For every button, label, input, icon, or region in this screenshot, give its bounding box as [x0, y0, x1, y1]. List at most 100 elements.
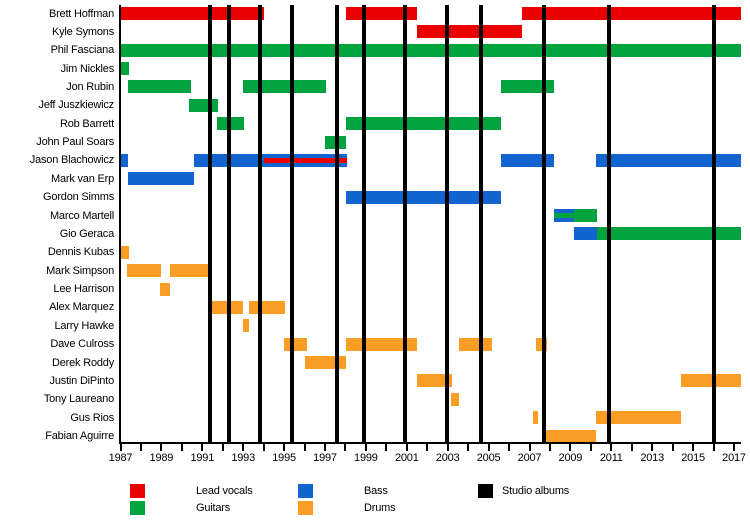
x-axis-line [119, 442, 741, 444]
bar-drums [169, 264, 211, 278]
bar-drums [535, 337, 547, 351]
bar-drums [544, 429, 596, 443]
year-tick [446, 444, 449, 451]
year-tick-label: 1995 [272, 452, 296, 464]
year-tick [385, 444, 388, 451]
year-tick-label: 2015 [681, 452, 705, 464]
year-tick [630, 444, 633, 451]
member-label: Justin DiPinto [49, 374, 115, 387]
legend-swatch-bass [298, 484, 313, 498]
bar-guitars [596, 227, 742, 241]
year-tick [283, 444, 286, 451]
member-label: Phil Fasciana [50, 44, 115, 57]
year-tick [324, 444, 326, 451]
member-label: Jason Blachowicz [29, 154, 114, 167]
year-tick [160, 444, 163, 451]
year-tick [139, 444, 142, 451]
studio-album-line [335, 5, 340, 442]
year-tick [405, 444, 408, 451]
legend-swatch-lead-vocals [130, 484, 145, 498]
year-tick-label: 1989 [149, 452, 174, 464]
bar-drums [126, 264, 162, 278]
member-label: Gordon Simms [43, 191, 114, 204]
member-label: Dave Culross [50, 338, 114, 351]
year-tick [221, 444, 224, 451]
year-tick [589, 444, 592, 451]
bar-drums [458, 337, 492, 351]
legend-label: Lead vocals [196, 485, 253, 497]
studio-album-line [226, 5, 231, 442]
member-label: Rob Barrett [59, 117, 114, 130]
member-label: Jeff Juszkiewicz [38, 99, 115, 112]
member-label: Gio Geraca [59, 227, 114, 240]
year-tick [569, 444, 572, 451]
legend-label: Bass [364, 485, 388, 497]
bar-lead-vocals [120, 7, 264, 20]
member-label: John Paul Soars [36, 136, 114, 149]
year-tick-label: 2017 [722, 452, 746, 464]
year-tick [467, 444, 470, 451]
member-label: Dennis Kubas [47, 246, 114, 259]
member-label: Marco Martell [49, 209, 114, 222]
legend-swatch-drums [298, 501, 313, 515]
bar-guitars [120, 43, 742, 57]
year-tick-label: 2013 [640, 452, 665, 464]
member-label: Larry Hawke [54, 319, 114, 332]
bar-drums [243, 319, 250, 333]
member-label: Gus Rios [70, 411, 114, 424]
member-label: Derek Roddy [52, 356, 114, 369]
bar-bass [500, 153, 555, 167]
year-tick-label: 2007 [517, 452, 542, 464]
year-tick [671, 444, 674, 451]
bar-drums [417, 374, 452, 388]
bar-bass [595, 153, 742, 167]
legend-swatch-studio-albums [478, 484, 493, 498]
year-tick [344, 444, 347, 451]
member-label: Lee Harrison [53, 283, 114, 296]
bar-bass [346, 190, 501, 204]
bar-guitars [127, 80, 192, 94]
studio-album-line [711, 5, 716, 442]
member-label: Kyle Symons [52, 25, 114, 38]
year-tick [242, 444, 245, 451]
member-label: Jim Nickles [60, 62, 115, 75]
studio-album-line [479, 5, 484, 442]
bar-drums [120, 245, 129, 259]
bar-drums [680, 374, 742, 388]
bar-guitars [574, 209, 597, 223]
year-tick [487, 444, 490, 451]
studio-album-line [541, 5, 546, 442]
bar-bass [120, 153, 128, 167]
studio-album-line [361, 5, 366, 442]
bar-drums [284, 337, 307, 351]
bar-drums [532, 411, 538, 425]
year-tick-label: 2009 [558, 452, 583, 464]
year-tick [610, 444, 613, 451]
role-stripe-lead-vocals [263, 157, 348, 163]
year-tick-label: 2005 [476, 452, 501, 464]
year-tick [692, 444, 695, 451]
year-tick [528, 444, 531, 451]
studio-album-line [402, 5, 407, 442]
legend-label: Guitars [196, 502, 231, 514]
studio-album-line [607, 5, 612, 442]
role-stripe-guitars [554, 213, 575, 219]
y-axis-line [119, 5, 121, 444]
year-tick [508, 444, 511, 451]
year-tick [733, 444, 735, 451]
bar-guitars [189, 98, 218, 112]
year-tick [201, 444, 204, 451]
member-label: Mark van Erp [50, 172, 114, 185]
bar-drums [450, 392, 459, 406]
studio-album-line [208, 5, 213, 442]
legend-swatch-guitars [130, 501, 145, 515]
year-tick-label: 1987 [108, 452, 133, 464]
year-tick-label: 2011 [599, 452, 623, 464]
bar-drums [160, 282, 170, 296]
bar-bass [574, 227, 597, 241]
year-tick [303, 444, 306, 451]
member-label: Fabian Aguirre [45, 430, 114, 442]
member-label: Tony Laureano [43, 393, 114, 406]
studio-album-line [290, 5, 295, 442]
